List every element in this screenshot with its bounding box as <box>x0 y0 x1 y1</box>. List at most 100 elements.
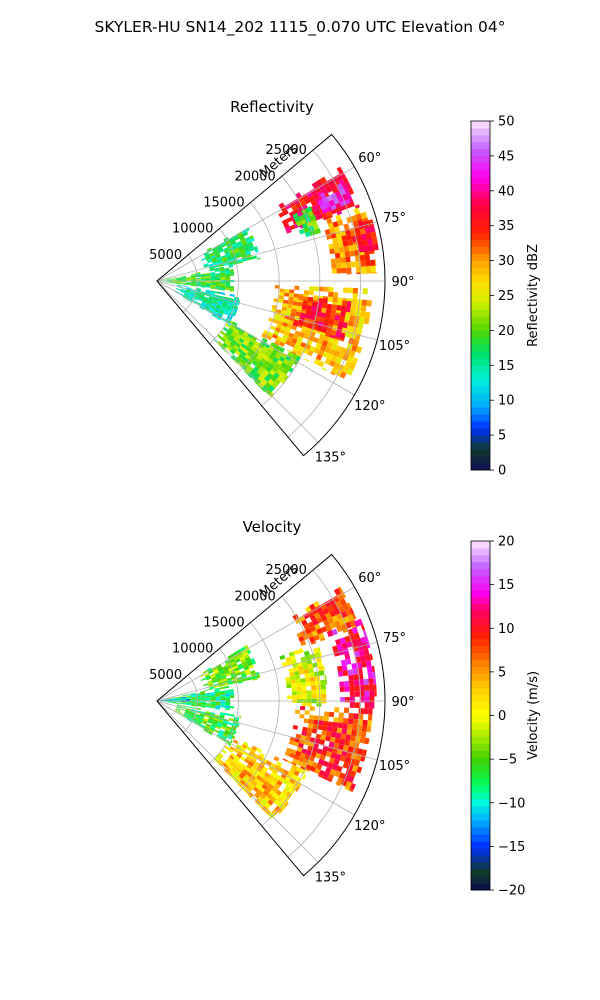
colorbar-segment <box>471 393 490 401</box>
azimuth-spoke <box>156 700 319 863</box>
azimuth-spoke <box>156 221 378 282</box>
colorbar-tick-label: 0 <box>498 709 506 724</box>
colorbar-tick-label: 40 <box>498 184 515 199</box>
colorbar-segment <box>471 666 490 675</box>
colorbar-segment <box>471 204 490 213</box>
colorbar-segment <box>471 407 490 415</box>
azimuth-tick-label: 90° <box>391 275 414 290</box>
colorbar-segment <box>471 764 490 772</box>
colorbar-segment <box>471 659 490 668</box>
polar-grid <box>156 149 385 443</box>
colorbar-segment <box>471 386 490 394</box>
echo-patch <box>292 295 352 339</box>
colorbar-segment <box>471 610 490 619</box>
range-ring <box>261 176 321 407</box>
colorbar-segment <box>471 701 490 709</box>
figure-title: SKYLER-HU SN14_202 1115_0.070 UTC Elevat… <box>95 18 506 37</box>
colorbar-segment <box>471 449 490 457</box>
colorbar-segment <box>471 246 490 255</box>
radial-tick-label: 15000 <box>203 196 244 211</box>
azimuth-tick-label: 75° <box>383 211 406 226</box>
colorbar-tick-label: 15 <box>498 359 515 374</box>
colorbar-segment <box>471 575 490 584</box>
colorbar-segment <box>471 862 490 870</box>
colorbar-segment <box>471 673 490 681</box>
colorbar-segment <box>471 176 490 185</box>
colorbar-segment <box>471 365 490 373</box>
colorbar-segment <box>471 372 490 380</box>
colorbar-segment <box>471 624 490 633</box>
colorbar-tick-label: 20 <box>498 324 515 339</box>
colorbar-segment <box>471 638 490 647</box>
azimuth-tick-label: 60° <box>358 571 381 586</box>
radial-tick-label: 10000 <box>172 642 213 657</box>
colorbar-segment <box>471 652 490 661</box>
field-echoes <box>157 166 379 398</box>
colorbar-segment <box>471 778 490 786</box>
colorbar-label: Velocity (m/s) <box>526 671 541 760</box>
colorbar-segment <box>471 792 490 800</box>
colorbar-tick-label: 5 <box>498 665 506 680</box>
colorbar-segment <box>471 750 490 758</box>
colorbar-segment <box>471 400 490 408</box>
echo-patch <box>282 706 373 793</box>
radial-tick-label: 5000 <box>149 668 182 683</box>
range-ring <box>209 648 239 764</box>
velocity-title: Velocity <box>243 518 302 536</box>
colorbar-tick-label: 35 <box>498 219 515 234</box>
azimuth-spoke <box>156 700 378 761</box>
colorbar-segment <box>471 302 490 310</box>
echo-patch <box>174 704 242 747</box>
colorbar-segment <box>471 337 490 345</box>
colorbar-segment <box>471 232 490 241</box>
colorbar-segment <box>471 323 490 331</box>
colorbar-segment <box>471 554 490 563</box>
colorbar-segment <box>471 295 490 303</box>
colorbar-tick-label: 10 <box>498 394 515 409</box>
radial-tick-label: 10000 <box>172 222 213 237</box>
azimuth-tick-label: 75° <box>383 631 406 646</box>
colorbar-segment <box>471 694 490 702</box>
azimuth-spoke <box>156 641 378 702</box>
sector-frame <box>156 133 386 457</box>
colorbar-segment <box>471 848 490 856</box>
colorbar: 0 5 10 15 20 25 30 35 40 45 50 Reflectivity dBZ <box>470 115 541 479</box>
colorbar-segment <box>471 820 490 828</box>
colorbar-segment <box>471 442 490 450</box>
colorbar-segment <box>471 561 490 570</box>
sector-frame <box>156 553 386 877</box>
colorbar-segment <box>471 568 490 577</box>
colorbar-tick-label: −20 <box>498 884 525 899</box>
radial-tick-label: 20000 <box>234 589 275 604</box>
colorbar-tick-label: 20 <box>498 535 515 550</box>
colorbar-segment <box>471 121 490 129</box>
colorbar-segment <box>471 330 490 338</box>
colorbar-segment <box>471 288 490 296</box>
colorbar-segment <box>471 806 490 814</box>
reflectivity-panel: Reflectivity 500010000150002000025000Met… <box>149 98 541 479</box>
range-ring <box>209 228 239 344</box>
azimuth-spoke <box>156 586 355 702</box>
azimuth-spoke <box>156 280 319 443</box>
range-ring <box>287 569 361 858</box>
colorbar-tick-label: 0 <box>498 464 506 479</box>
colorbar-segment <box>471 127 490 136</box>
colorbar-segment <box>471 736 490 744</box>
colorbar-segment <box>471 757 490 765</box>
colorbar-segment <box>471 218 490 227</box>
colorbar-segment <box>471 463 490 471</box>
radial-tick-label: 15000 <box>203 616 244 631</box>
colorbar-segment <box>471 582 490 591</box>
colorbar-segment <box>471 351 490 359</box>
azimuth-tick-label: 120° <box>354 399 385 414</box>
radial-tick-label: 25000 <box>266 143 307 158</box>
colorbar-segment <box>471 162 490 171</box>
colorbar-segment <box>471 414 490 422</box>
colorbar-segment <box>471 267 490 275</box>
azimuth-spoke <box>156 166 355 282</box>
azimuth-tick-label: 105° <box>379 339 410 354</box>
colorbar-tick-label: −10 <box>498 796 525 811</box>
colorbar-segment <box>471 680 490 688</box>
colorbar-segment <box>471 869 490 877</box>
azimuth-spoke <box>156 280 378 341</box>
